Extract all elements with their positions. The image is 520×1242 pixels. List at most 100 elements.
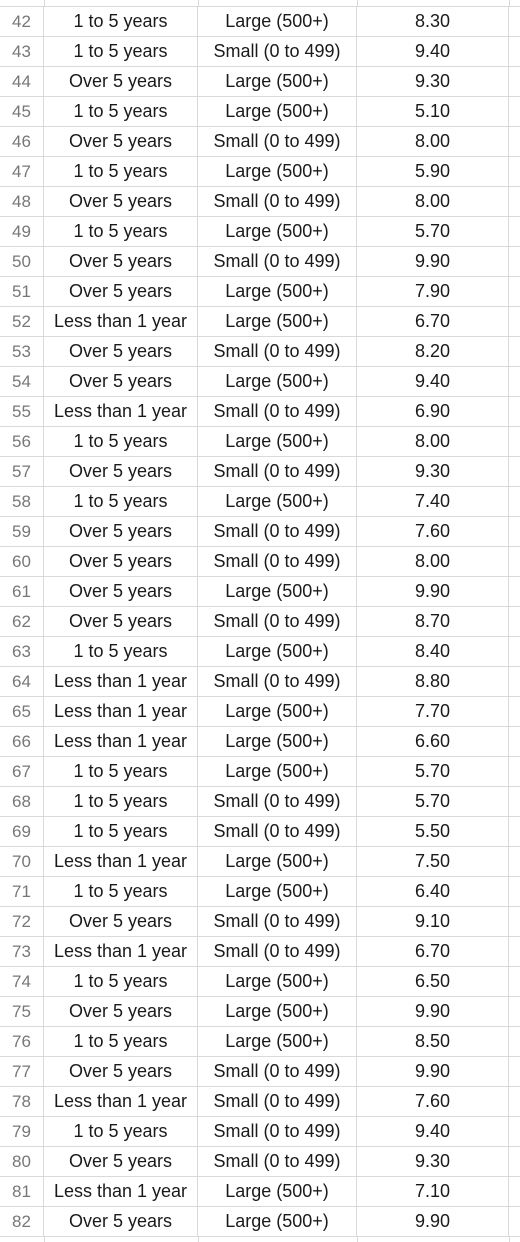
- cell-empty[interactable]: [509, 487, 520, 516]
- cell-tenure[interactable]: 1 to 5 years: [44, 97, 198, 126]
- row-number[interactable]: 63: [0, 637, 44, 666]
- cell-company-size[interactable]: Small (0 to 499): [198, 127, 357, 156]
- cell-tenure[interactable]: 1 to 5 years: [44, 787, 198, 816]
- row-number[interactable]: 69: [0, 817, 44, 846]
- cell-company-size[interactable]: Small (0 to 499): [198, 787, 357, 816]
- cell-empty[interactable]: [509, 1207, 520, 1236]
- cell-score[interactable]: 5.70: [357, 787, 509, 816]
- cell-score[interactable]: 9.30: [357, 67, 509, 96]
- cell-empty[interactable]: [509, 337, 520, 366]
- cell-company-size[interactable]: Large (500+): [198, 427, 357, 456]
- row-number[interactable]: 53: [0, 337, 44, 366]
- row-number[interactable]: 68: [0, 787, 44, 816]
- row-number[interactable]: 43: [0, 37, 44, 66]
- cell-company-size[interactable]: Large (500+): [198, 97, 357, 126]
- row-number[interactable]: 74: [0, 967, 44, 996]
- cell-company-size[interactable]: Small (0 to 499): [198, 1147, 357, 1176]
- cell-empty[interactable]: [509, 7, 520, 36]
- cell-company-size[interactable]: Large (500+): [198, 637, 357, 666]
- cell-tenure[interactable]: Over 5 years: [44, 337, 198, 366]
- cell-score[interactable]: 8.00: [357, 547, 509, 576]
- cell-tenure[interactable]: 1 to 5 years: [44, 157, 198, 186]
- cell-tenure[interactable]: 1 to 5 years: [44, 1027, 198, 1056]
- row-number[interactable]: 42: [0, 7, 44, 36]
- cell-empty[interactable]: [509, 1087, 520, 1116]
- row-number[interactable]: 82: [0, 1207, 44, 1236]
- cell-score[interactable]: 7.50: [357, 847, 509, 876]
- cell-score[interactable]: 9.40: [357, 1117, 509, 1146]
- cell-tenure[interactable]: Over 5 years: [44, 607, 198, 636]
- cell-tenure[interactable]: Over 5 years: [44, 277, 198, 306]
- cell-empty[interactable]: [509, 937, 520, 966]
- cell-tenure[interactable]: Over 5 years: [44, 907, 198, 936]
- row-number[interactable]: 46: [0, 127, 44, 156]
- cell-empty[interactable]: [509, 1057, 520, 1086]
- cell-company-size[interactable]: Small (0 to 499): [198, 517, 357, 546]
- partial-cell[interactable]: [44, 0, 199, 6]
- row-number[interactable]: 52: [0, 307, 44, 336]
- cell-empty[interactable]: [509, 757, 520, 786]
- cell-tenure[interactable]: Over 5 years: [44, 67, 198, 96]
- partial-cell[interactable]: [198, 1237, 358, 1242]
- cell-tenure[interactable]: 1 to 5 years: [44, 487, 198, 516]
- cell-empty[interactable]: [509, 217, 520, 246]
- cell-score[interactable]: 9.90: [357, 1057, 509, 1086]
- row-number[interactable]: 77: [0, 1057, 44, 1086]
- cell-empty[interactable]: [509, 397, 520, 426]
- cell-tenure[interactable]: Less than 1 year: [44, 1177, 198, 1206]
- cell-score[interactable]: 6.50: [357, 967, 509, 996]
- cell-tenure[interactable]: Less than 1 year: [44, 937, 198, 966]
- cell-tenure[interactable]: 1 to 5 years: [44, 817, 198, 846]
- cell-tenure[interactable]: Over 5 years: [44, 997, 198, 1026]
- cell-score[interactable]: 9.40: [357, 367, 509, 396]
- cell-company-size[interactable]: Large (500+): [198, 67, 357, 96]
- cell-company-size[interactable]: Large (500+): [198, 487, 357, 516]
- cell-company-size[interactable]: Large (500+): [198, 577, 357, 606]
- cell-tenure[interactable]: 1 to 5 years: [44, 427, 198, 456]
- cell-empty[interactable]: [509, 577, 520, 606]
- row-number[interactable]: 64: [0, 667, 44, 696]
- cell-score[interactable]: 9.40: [357, 37, 509, 66]
- row-number[interactable]: 51: [0, 277, 44, 306]
- cell-empty[interactable]: [509, 37, 520, 66]
- cell-empty[interactable]: [509, 637, 520, 666]
- cell-score[interactable]: 6.40: [357, 877, 509, 906]
- cell-score[interactable]: 7.90: [357, 277, 509, 306]
- row-number[interactable]: 70: [0, 847, 44, 876]
- cell-tenure[interactable]: 1 to 5 years: [44, 217, 198, 246]
- cell-company-size[interactable]: Small (0 to 499): [198, 1057, 357, 1086]
- cell-empty[interactable]: [509, 697, 520, 726]
- cell-company-size[interactable]: Small (0 to 499): [198, 667, 357, 696]
- row-number[interactable]: 66: [0, 727, 44, 756]
- cell-score[interactable]: 8.70: [357, 607, 509, 636]
- row-number[interactable]: 58: [0, 487, 44, 516]
- cell-score[interactable]: 7.60: [357, 1087, 509, 1116]
- cell-company-size[interactable]: Small (0 to 499): [198, 607, 357, 636]
- cell-score[interactable]: 9.30: [357, 457, 509, 486]
- cell-tenure[interactable]: 1 to 5 years: [44, 757, 198, 786]
- cell-empty[interactable]: [509, 967, 520, 996]
- row-number[interactable]: 61: [0, 577, 44, 606]
- cell-empty[interactable]: [509, 997, 520, 1026]
- cell-tenure[interactable]: Less than 1 year: [44, 1087, 198, 1116]
- cell-score[interactable]: 8.30: [357, 7, 509, 36]
- cell-company-size[interactable]: Large (500+): [198, 7, 357, 36]
- cell-tenure[interactable]: Less than 1 year: [44, 397, 198, 426]
- cell-tenure[interactable]: Over 5 years: [44, 1147, 198, 1176]
- row-number[interactable]: 73: [0, 937, 44, 966]
- cell-tenure[interactable]: 1 to 5 years: [44, 37, 198, 66]
- cell-company-size[interactable]: Small (0 to 499): [198, 37, 357, 66]
- cell-score[interactable]: 7.60: [357, 517, 509, 546]
- cell-company-size[interactable]: Large (500+): [198, 157, 357, 186]
- cell-empty[interactable]: [509, 127, 520, 156]
- cell-company-size[interactable]: Large (500+): [198, 997, 357, 1026]
- row-number[interactable]: 71: [0, 877, 44, 906]
- cell-empty[interactable]: [509, 97, 520, 126]
- cell-score[interactable]: 9.90: [357, 577, 509, 606]
- cell-company-size[interactable]: Small (0 to 499): [198, 457, 357, 486]
- cell-tenure[interactable]: Over 5 years: [44, 1207, 198, 1236]
- cell-company-size[interactable]: Large (500+): [198, 1177, 357, 1206]
- row-number[interactable]: 44: [0, 67, 44, 96]
- cell-empty[interactable]: [509, 667, 520, 696]
- cell-empty[interactable]: [509, 427, 520, 456]
